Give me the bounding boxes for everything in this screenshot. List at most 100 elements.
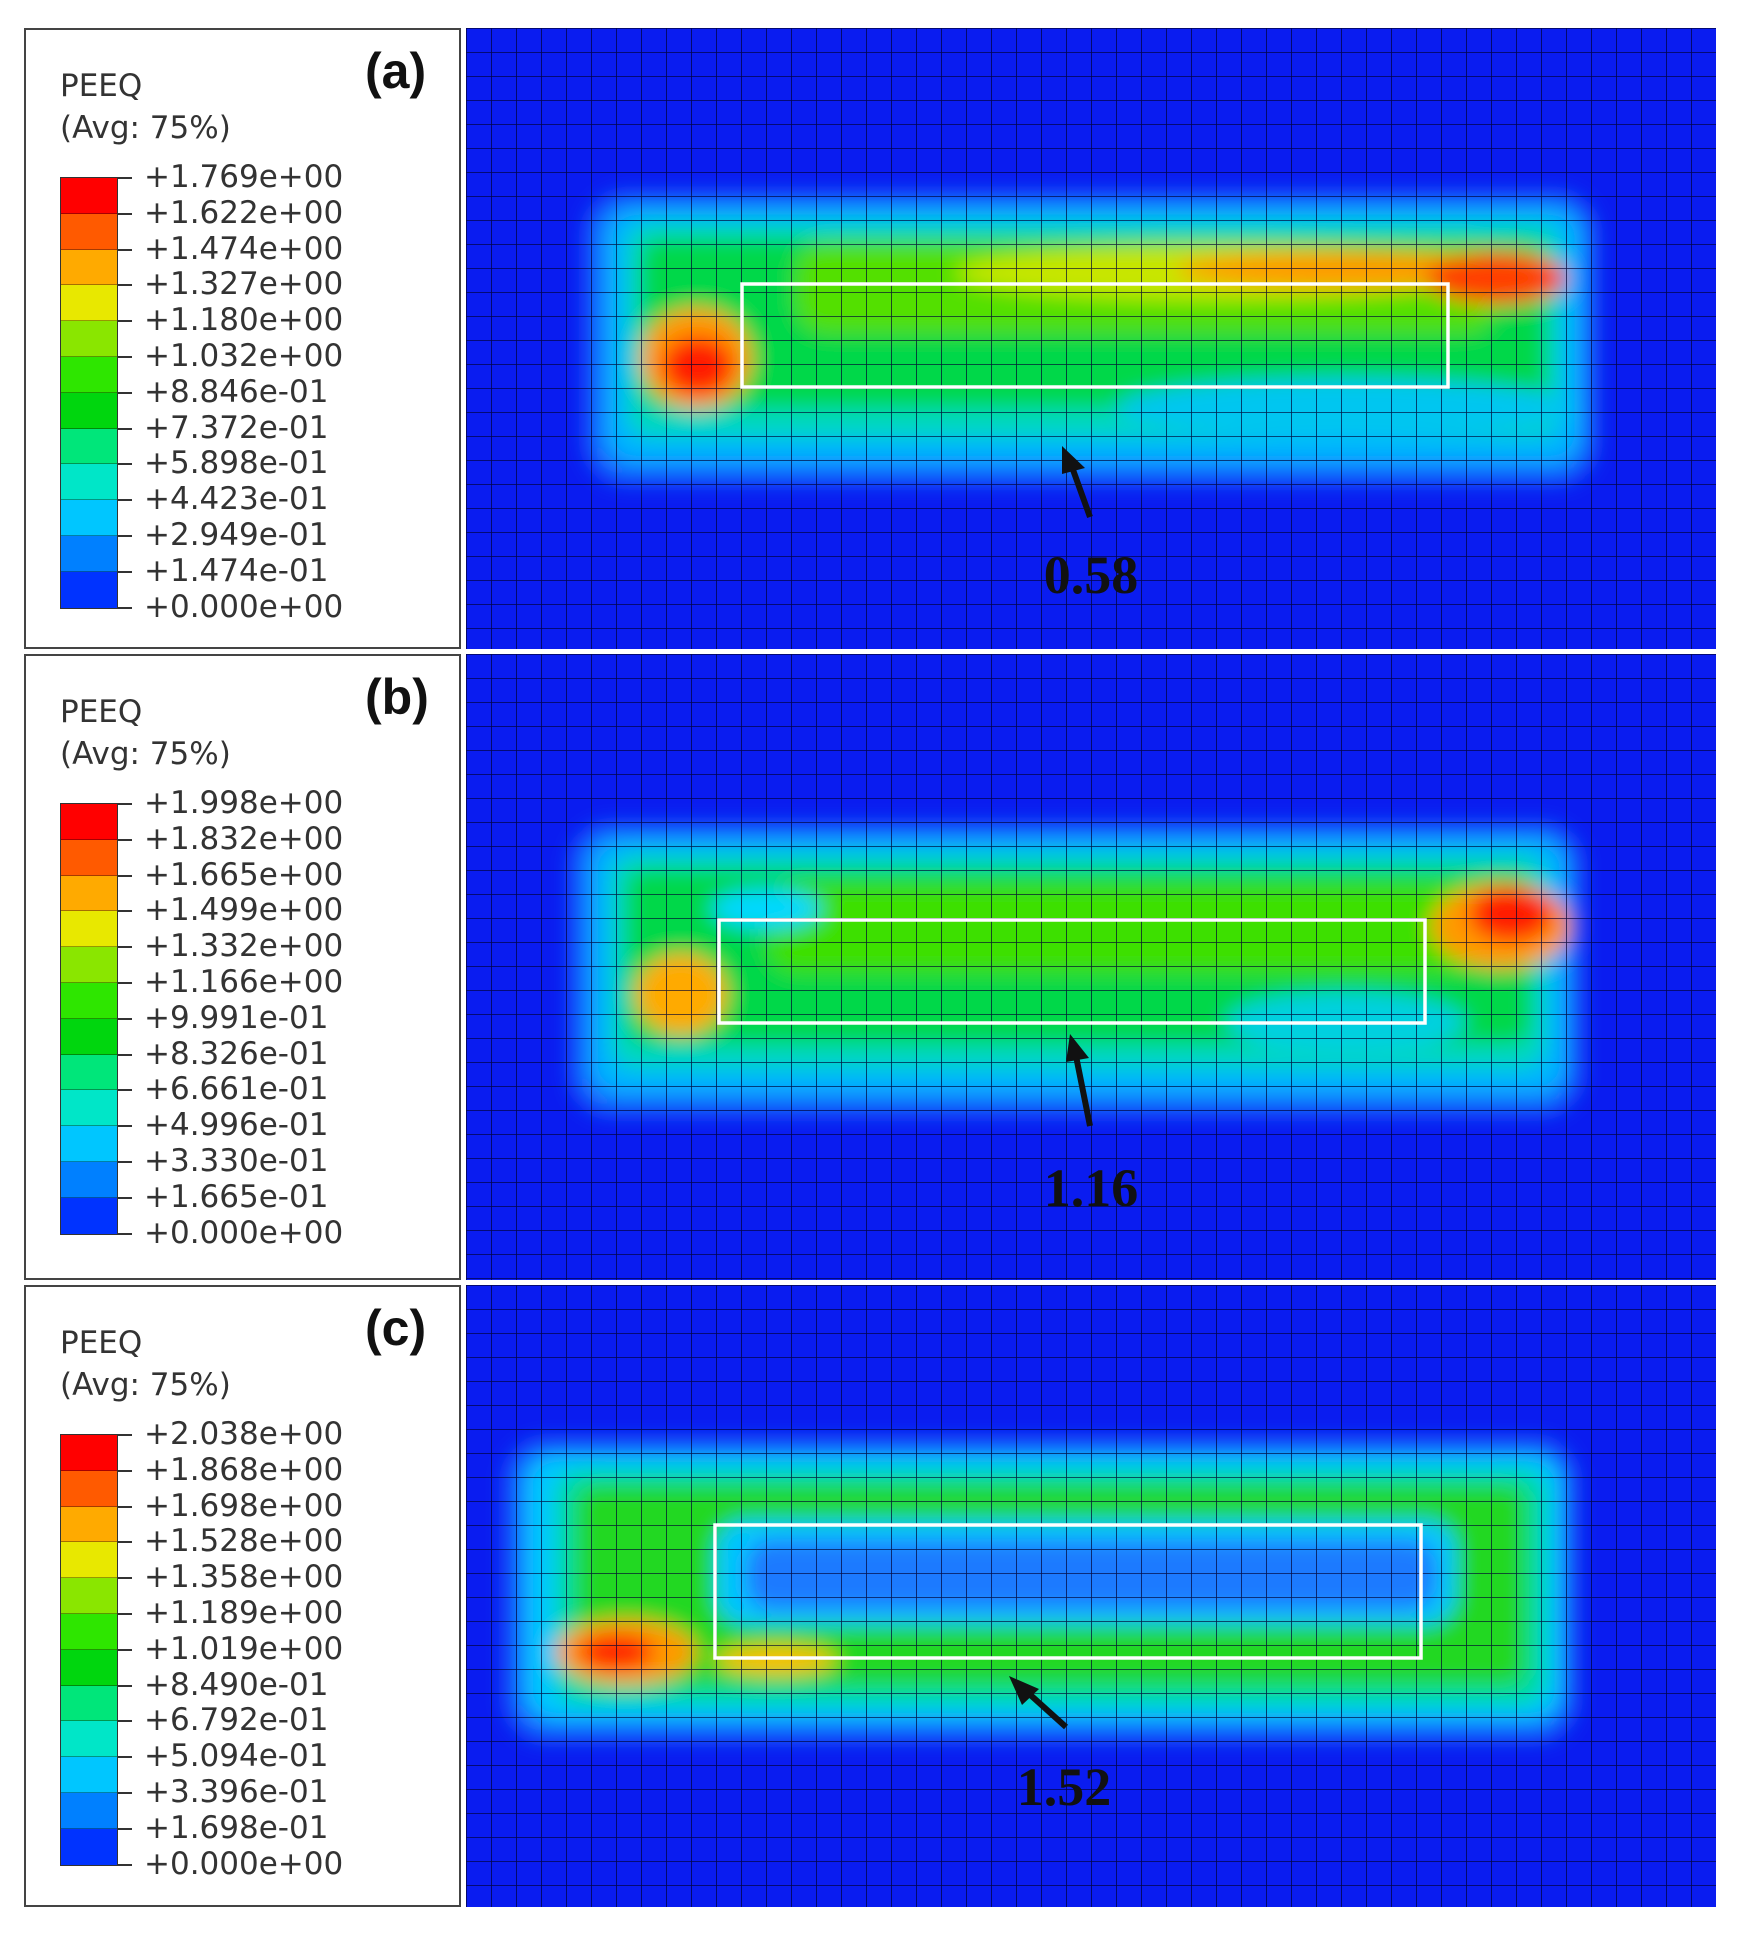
- color-bar-segment: [61, 178, 117, 214]
- legend-level-label: +1.180e+00: [144, 302, 344, 339]
- legend-level-label: +5.898e-01: [144, 445, 329, 482]
- legend-level-label: +2.038e+00: [144, 1416, 344, 1452]
- color-bar-segment: [61, 571, 117, 608]
- color-bar-segment: [61, 249, 117, 286]
- legend-level-label: +8.490e-01: [144, 1666, 329, 1703]
- color-bar-segment: [61, 1054, 117, 1091]
- contour-svg-c: 1.52: [466, 1285, 1716, 1907]
- legend-level-label: +1.474e-01: [144, 552, 329, 589]
- legend-averaging: (Avg: 75%): [60, 736, 231, 772]
- color-bar-segment: [61, 392, 117, 429]
- legend-tick: [118, 606, 132, 609]
- legend-tick: [118, 1756, 132, 1759]
- color-bar-segment: [61, 1828, 117, 1865]
- panel-b: PEEQ (Avg: 75%) +1.998e+00 +1.832e+00 +1.6…: [0, 650, 1742, 1280]
- legend-level-label: +6.661e-01: [144, 1071, 329, 1108]
- legend-level-label: +7.372e-01: [144, 409, 329, 446]
- legend-level-label: +3.396e-01: [144, 1774, 329, 1810]
- legend-tick: [118, 1434, 132, 1436]
- color-bar-segment: [61, 1613, 117, 1650]
- legend-level-label: +1.474e+00: [144, 230, 344, 267]
- legend-level-label: +4.996e-01: [144, 1107, 329, 1144]
- legend-tick: [118, 427, 132, 430]
- color-bar-segment: [61, 1126, 117, 1162]
- legend-tick: [118, 356, 132, 358]
- legend-level-label: +6.792e-01: [144, 1702, 329, 1739]
- legend-level-label: +0.000e+00: [144, 1214, 344, 1251]
- panel-label-a: (a): [365, 43, 427, 99]
- legend-tick: [118, 874, 132, 877]
- legend-tick: [118, 1017, 132, 1020]
- legend-tick: [118, 910, 132, 913]
- color-bar-segment: [61, 1757, 117, 1793]
- color-bar-segment: [61, 1506, 117, 1543]
- legend-tick: [118, 535, 132, 537]
- legend-b: PEEQ (Avg: 75%) +1.998e+00 +1.832e+00 +1.6…: [24, 654, 461, 1280]
- color-bar-segment: [61, 1470, 117, 1507]
- legend-level-label: +1.868e+00: [144, 1451, 344, 1488]
- legend-tick: [118, 499, 132, 502]
- legend-level-label: +1.832e+00: [144, 820, 344, 857]
- legend-tick: [118, 803, 132, 805]
- legend-level-label: +1.189e+00: [144, 1595, 344, 1631]
- legend-tick: [118, 1792, 132, 1794]
- legend-tick: [118, 463, 132, 466]
- color-bar-segment: [61, 356, 117, 393]
- legend-c: PEEQ (Avg: 75%) +2.038e+00 +1.868e+00 +1.6…: [24, 1285, 461, 1907]
- legend-tick: [118, 1089, 132, 1092]
- color-bar-segment: [61, 947, 117, 983]
- legend-tick: [118, 1053, 132, 1056]
- legend-level-label: +1.032e+00: [144, 338, 344, 374]
- legend-level-label: +1.769e+00: [144, 159, 344, 195]
- legend-tick: [118, 1827, 132, 1830]
- legend-level-label: +0.000e+00: [144, 1845, 344, 1882]
- legend-level-label: +1.622e+00: [144, 194, 344, 231]
- color-bar: [60, 803, 118, 1235]
- legend-level-label: +1.332e+00: [144, 928, 344, 965]
- color-bar-segment: [61, 500, 117, 536]
- contour-plot-a: 0.58: [466, 28, 1716, 649]
- legend-level-label: +1.166e+00: [144, 964, 344, 1000]
- legend-tick: [118, 1125, 132, 1128]
- panel-label-c: (c): [365, 1300, 427, 1356]
- legend-level-label: +1.019e+00: [144, 1630, 344, 1667]
- legend-tick: [118, 838, 132, 841]
- legend-tick: [118, 1720, 132, 1723]
- legend-level-label: +3.330e-01: [144, 1143, 329, 1179]
- legend-level-label: +8.326e-01: [144, 1035, 329, 1072]
- color-bar-segment: [61, 1578, 117, 1614]
- color-bar-segment: [61, 1435, 117, 1471]
- legend-tick: [118, 1469, 132, 1472]
- legend-level-label: +0.000e+00: [144, 588, 344, 625]
- color-bar-segment: [61, 1161, 117, 1198]
- legend-level-label: +9.991e-01: [144, 999, 329, 1036]
- callout-value-a: 0.58: [1044, 545, 1139, 605]
- panel-label-b: (b): [365, 669, 429, 725]
- color-bar-segment: [61, 875, 117, 912]
- legend-variable-name: PEEQ: [60, 1325, 143, 1361]
- legend-tick: [118, 1505, 132, 1508]
- legend-tick: [118, 1613, 132, 1615]
- color-bar-segment: [61, 1197, 117, 1234]
- color-bar-segment: [61, 1685, 117, 1722]
- legend-tick: [118, 982, 132, 984]
- legend-level-label: +1.499e+00: [144, 892, 344, 929]
- legend-level-label: +1.327e+00: [144, 266, 344, 303]
- color-bar-segment: [61, 911, 117, 948]
- callout-value-c: 1.52: [1017, 1757, 1112, 1817]
- callout-value-b: 1.16: [1044, 1158, 1139, 1218]
- color-bar-segment: [61, 839, 117, 876]
- color-bar-segment: [61, 285, 117, 322]
- legend-tick: [118, 1648, 132, 1651]
- legend-tick: [118, 946, 132, 949]
- legend-tick: [118, 391, 132, 394]
- legend-tick: [118, 1684, 132, 1687]
- color-bar-segment: [61, 1542, 117, 1579]
- color-bar-segment: [61, 428, 117, 465]
- color-bar-segment: [61, 1649, 117, 1686]
- legend-tick: [118, 212, 132, 215]
- contour-plot-b: 1.16: [466, 654, 1716, 1280]
- color-bar-segment: [61, 1721, 117, 1758]
- legend-tick: [118, 248, 132, 251]
- legend-variable-name: PEEQ: [60, 68, 143, 104]
